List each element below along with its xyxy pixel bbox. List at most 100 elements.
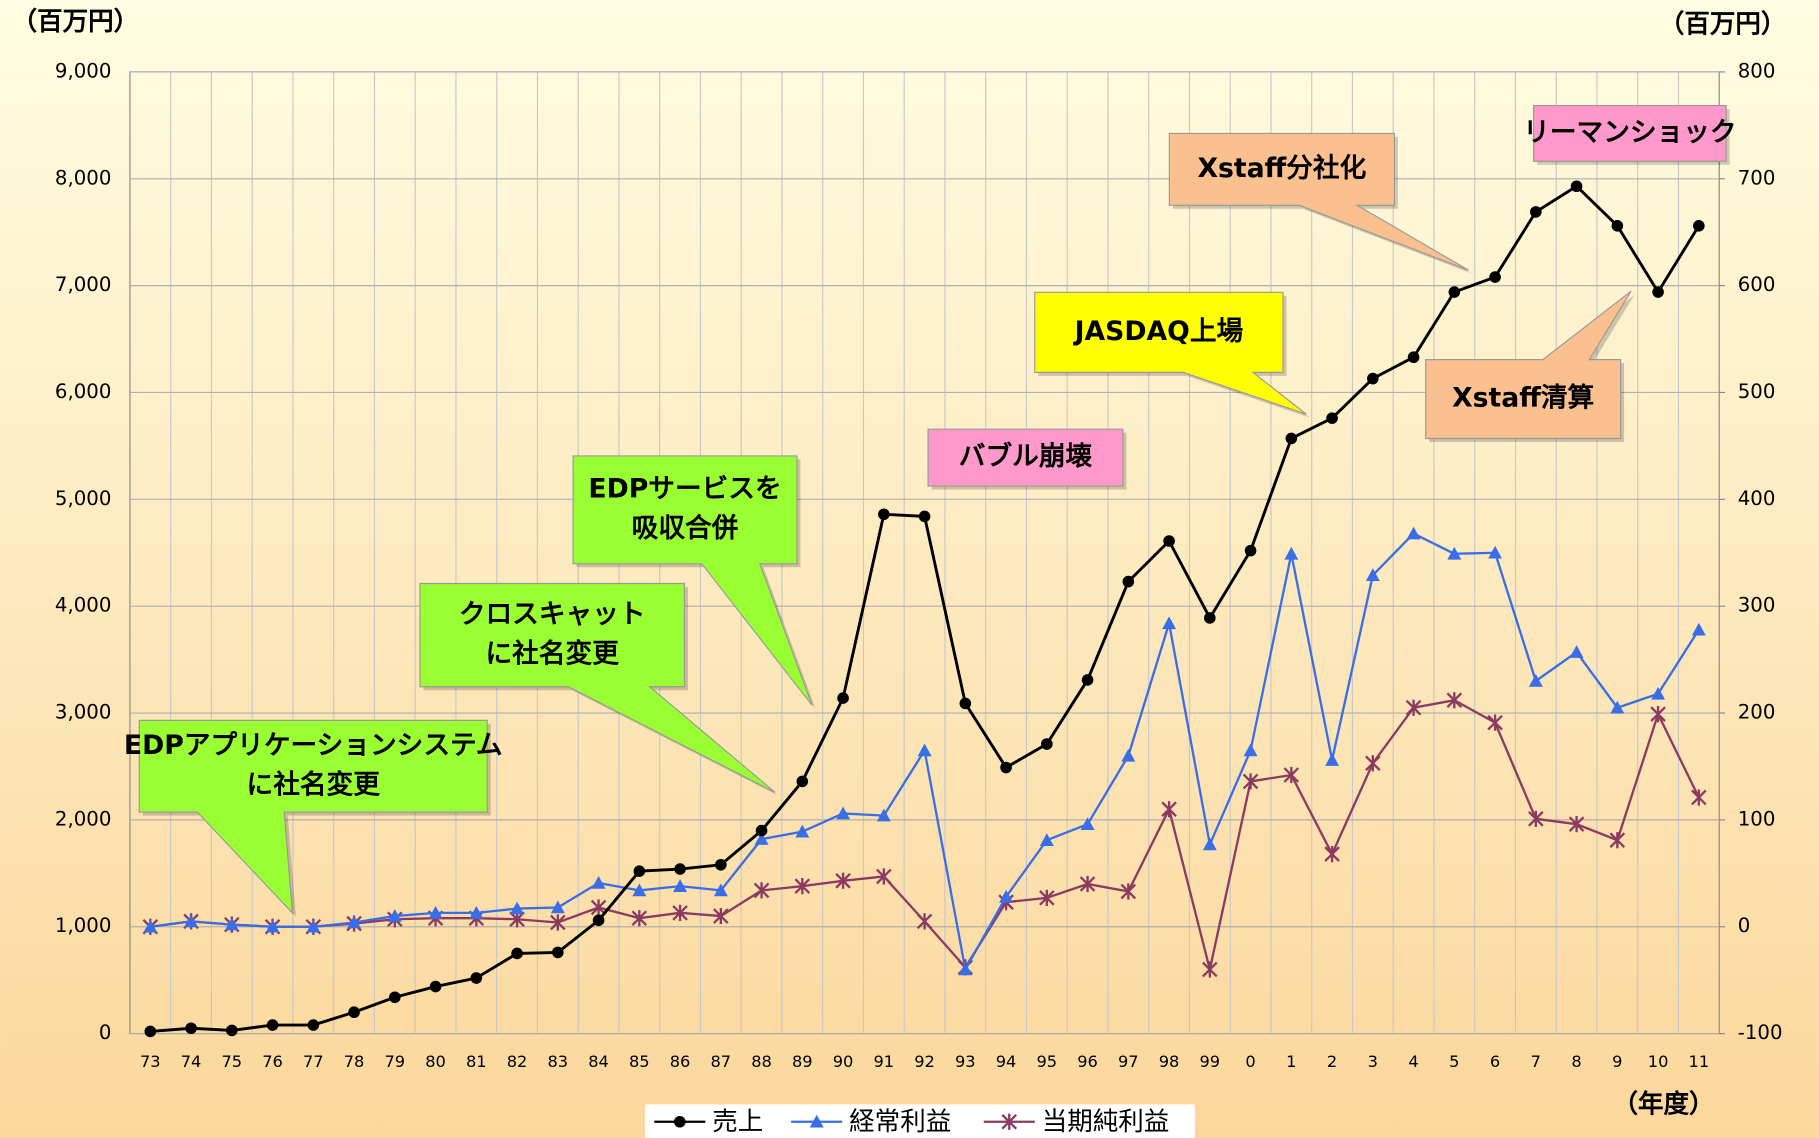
x-tick-label: 75 (221, 1052, 242, 1071)
marker (1652, 286, 1664, 298)
y2-tick-label: -100 (1738, 1021, 1783, 1044)
callout-text: Xstaff清算 (1452, 383, 1594, 414)
marker (1283, 766, 1300, 784)
marker (1039, 889, 1055, 907)
y-tick-label: 2,000 (55, 807, 111, 830)
x-tick-label: 83 (547, 1052, 568, 1071)
marker (673, 879, 688, 892)
marker (185, 1022, 197, 1035)
marker (592, 914, 605, 927)
y-axis-label: （百万円） (12, 7, 140, 37)
marker (1691, 622, 1706, 636)
x-tick-label: 87 (710, 1052, 731, 1071)
x-tick-label: 95 (1036, 1052, 1057, 1071)
marker (754, 832, 769, 845)
y2-tick-label: 0 (1738, 914, 1751, 937)
y-tick-label: 4,000 (55, 594, 111, 617)
x-tick-label: 91 (873, 1052, 894, 1071)
marker (348, 1006, 360, 1019)
marker (999, 889, 1014, 903)
x-tick-label: 84 (588, 1052, 609, 1071)
y2-tick-label: 600 (1738, 273, 1776, 296)
x-tick-label: 79 (384, 1052, 405, 1071)
marker (1489, 271, 1501, 283)
marker (1365, 568, 1380, 581)
marker (1448, 286, 1461, 298)
marker (1324, 845, 1340, 863)
marker (674, 1115, 686, 1128)
y-tick-label: 1,000 (55, 914, 111, 937)
marker (224, 917, 239, 931)
marker (1242, 773, 1259, 790)
x-tick-label: 97 (1118, 1052, 1139, 1071)
x-tick-label: 99 (1199, 1052, 1220, 1071)
x-tick-label: 2 (1327, 1052, 1337, 1071)
y-tick-label: 6,000 (55, 380, 111, 403)
marker (1528, 674, 1543, 687)
callout-text: EDPアプリケーションシステム (124, 730, 503, 761)
y-tick-label: 7,000 (55, 273, 111, 296)
marker (631, 910, 648, 927)
marker (837, 692, 849, 704)
y-tick-label: 3,000 (55, 701, 111, 724)
callout-box (1533, 104, 1727, 162)
y-tick-label: 9,000 (55, 59, 111, 82)
legend-label: 経常利益 (849, 1107, 951, 1137)
x-tick-label: 78 (344, 1052, 365, 1071)
marker (143, 919, 158, 933)
marker (226, 1024, 238, 1037)
marker (1202, 961, 1218, 978)
x-axis-label: （年度） (1612, 1090, 1714, 1120)
marker (1407, 351, 1420, 364)
marker (306, 919, 321, 933)
y2-tick-label: 400 (1738, 487, 1776, 510)
marker (1243, 743, 1258, 757)
callout-text: Xstaff分社化 (1197, 153, 1366, 184)
marker (795, 824, 810, 838)
callout-text: リーマンショック (1523, 117, 1736, 148)
callout-text: EDPサービスを (588, 474, 781, 505)
marker (307, 1019, 320, 1031)
x-tick-label: 73 (140, 1052, 161, 1071)
marker (1530, 206, 1542, 218)
x-tick-label: 85 (629, 1052, 650, 1071)
marker (1202, 837, 1217, 851)
y2-tick-label: 300 (1738, 594, 1776, 617)
marker (916, 913, 933, 930)
marker (794, 878, 811, 895)
x-tick-label: 3 (1368, 1052, 1378, 1071)
marker (1487, 714, 1503, 731)
callout-box (138, 719, 488, 915)
callout-text: バブル崩壊 (959, 441, 1093, 472)
marker (552, 946, 564, 959)
marker (1041, 738, 1053, 750)
marker (265, 919, 280, 933)
x-tick-label: 7 (1531, 1052, 1541, 1071)
marker (809, 1114, 824, 1128)
marker (1405, 699, 1422, 716)
marker (958, 962, 973, 976)
x-tick-label: 96 (1077, 1052, 1098, 1071)
x-tick-label: 0 (1245, 1052, 1255, 1071)
x-tick-label: 8 (1571, 1052, 1581, 1071)
marker (550, 900, 565, 914)
marker (1162, 616, 1177, 630)
marker (387, 909, 402, 922)
marker (1161, 801, 1177, 818)
x-tick-label: 77 (303, 1052, 324, 1071)
marker (1651, 686, 1666, 700)
marker (917, 743, 932, 757)
marker (1122, 575, 1135, 588)
callout-box (419, 582, 776, 793)
x-tick-label: 90 (833, 1052, 854, 1071)
x-tick-label: 6 (1490, 1052, 1500, 1071)
x-tick-label: 9 (1612, 1052, 1622, 1071)
marker (470, 972, 483, 984)
marker (1080, 817, 1095, 830)
marker (1365, 755, 1381, 772)
callout-box (1034, 291, 1307, 415)
x-tick-label: 76 (262, 1052, 283, 1071)
marker (876, 868, 892, 885)
